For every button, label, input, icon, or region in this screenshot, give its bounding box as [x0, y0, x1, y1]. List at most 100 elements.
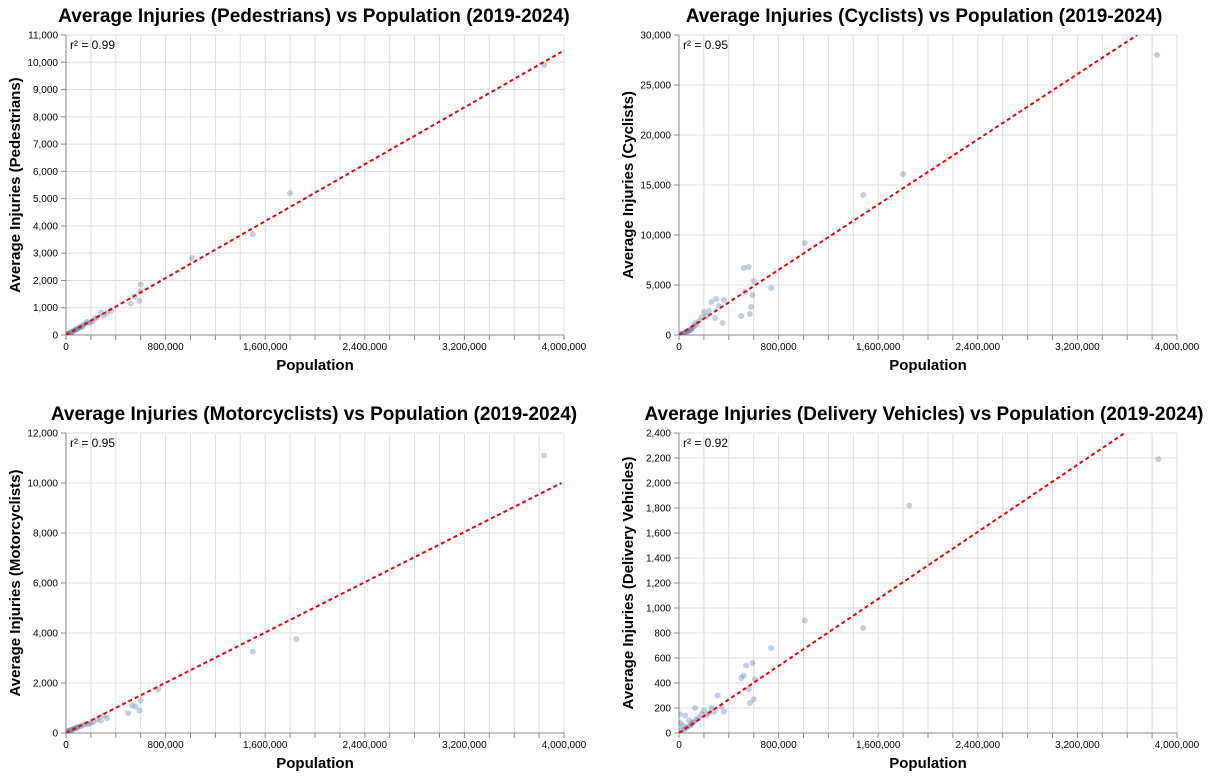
data-point — [287, 190, 294, 197]
y-tick-label: 4,000 — [33, 629, 58, 640]
x-tick-label: 2,400,000 — [343, 740, 388, 751]
y-tick-label: 0 — [52, 729, 58, 740]
grid — [678, 34, 1178, 336]
data-point — [137, 697, 144, 704]
x-tick-label: 0 — [676, 740, 682, 751]
data-point — [705, 308, 712, 314]
y-tick-label: 12,000 — [27, 429, 58, 440]
data-point — [768, 285, 775, 291]
data-point — [188, 255, 195, 262]
data-point — [125, 710, 132, 716]
y-axis-label: Average Injuries (Cyclists) — [620, 91, 637, 279]
data-point — [750, 696, 757, 703]
data-point — [768, 645, 775, 651]
y-tick-label: 5,000 — [33, 194, 58, 205]
y-tick-label: 1,000 — [646, 604, 671, 615]
y-tick-label: 8,000 — [33, 112, 58, 123]
y-tick-label: 11,000 — [28, 31, 58, 42]
data-point — [541, 452, 548, 459]
y-tick-label: 1,000 — [33, 303, 58, 314]
points-group — [66, 452, 548, 733]
scatter-chart-3: 0 800,000 1,600,000 2,400,000 3,200,000 4,000… — [7, 404, 587, 772]
x-axis-label: Population — [276, 755, 354, 772]
data-point — [750, 278, 757, 284]
chart-title: Average Injuries (Motorcyclists) vs Popu… — [51, 404, 577, 425]
x-tick-label: 800,000 — [148, 342, 185, 353]
data-point — [679, 722, 686, 729]
y-tick-label: 400 — [654, 679, 671, 690]
data-point — [682, 712, 689, 719]
r-squared-label: r² = 0.95 — [683, 38, 728, 52]
data-point — [719, 320, 726, 326]
data-point — [136, 707, 143, 714]
data-point — [136, 297, 143, 304]
y-axis-label: Average Injuries (Pedestrians) — [7, 77, 24, 292]
data-point — [746, 311, 753, 317]
x-tick-label: 2,400,000 — [343, 342, 388, 353]
x-tick-label: 1,600,000 — [856, 740, 901, 751]
data-point — [293, 636, 300, 643]
data-point — [710, 708, 717, 715]
x-tick-label: 1,600,000 — [243, 740, 288, 751]
y-tick-label: 2,400 — [646, 429, 671, 440]
data-point — [745, 264, 752, 270]
y-tick-label: 20,000 — [640, 131, 671, 142]
y-tick-label: 6,000 — [33, 167, 58, 178]
x-tick-label: 0 — [63, 740, 69, 751]
data-point — [692, 705, 699, 711]
y-tick-label: 2,000 — [646, 479, 671, 490]
data-point — [720, 708, 727, 715]
x-tick-label: 4,000,000 — [542, 740, 587, 751]
chart-title: Average Injuries (Delivery Vehicles) vs … — [645, 404, 1204, 425]
data-point — [749, 660, 756, 666]
y-tick-label: 10,000 — [640, 231, 671, 242]
y-tick-label: 6,000 — [33, 579, 58, 590]
data-point — [743, 662, 750, 669]
data-point — [688, 326, 695, 332]
data-point — [700, 309, 707, 315]
x-axis-label: Population — [889, 357, 967, 374]
x-tick-label: 0 — [676, 342, 682, 353]
data-point — [79, 323, 86, 330]
y-axis-label: Average Injuries (Motorcyclists) — [7, 469, 24, 696]
x-tick-label: 3,200,000 — [442, 740, 487, 751]
y-tick-label: 7,000 — [33, 140, 58, 151]
x-tick-label: 4,000,000 — [1155, 740, 1200, 751]
r-squared-label: r² = 0.95 — [70, 436, 115, 450]
data-point — [97, 309, 104, 316]
data-point — [127, 300, 134, 307]
y-tick-label: 600 — [654, 654, 671, 665]
data-point — [712, 315, 719, 321]
data-point — [703, 712, 710, 719]
data-point — [97, 717, 104, 724]
data-point — [1155, 456, 1162, 463]
y-tick-label: 2,000 — [33, 679, 58, 690]
scatter-chart-2: 0 800,000 1,600,000 2,400,000 3,200,000 4,000… — [620, 6, 1200, 374]
r-squared-label: r² = 0.92 — [683, 436, 728, 450]
y-tick-label: 1,400 — [646, 554, 671, 565]
data-point — [137, 281, 144, 288]
x-tick-label: 3,200,000 — [1055, 342, 1100, 353]
grid — [678, 432, 1178, 734]
data-point — [738, 313, 745, 319]
data-point — [748, 304, 755, 310]
x-axis-label: Population — [276, 357, 354, 374]
x-tick-label: 3,200,000 — [442, 342, 487, 353]
x-tick-label: 1,600,000 — [243, 342, 288, 353]
data-point — [738, 675, 745, 681]
data-point — [700, 707, 707, 714]
data-point — [801, 617, 808, 624]
y-tick-label: 10,000 — [27, 58, 58, 69]
data-point — [87, 720, 94, 726]
data-point — [679, 711, 683, 718]
data-point — [714, 692, 721, 699]
points-group — [679, 456, 1162, 733]
data-point — [801, 240, 808, 246]
y-tick-label: 1,200 — [646, 579, 671, 590]
data-point — [249, 231, 256, 238]
x-axis-label: Population — [889, 755, 967, 772]
data-point — [249, 648, 256, 655]
y-axis-label: Average Injuries (Delivery Vehicles) — [620, 457, 637, 710]
scatter-chart-4: 0 800,000 1,600,000 2,400,000 3,200,000 4,000… — [620, 404, 1204, 772]
